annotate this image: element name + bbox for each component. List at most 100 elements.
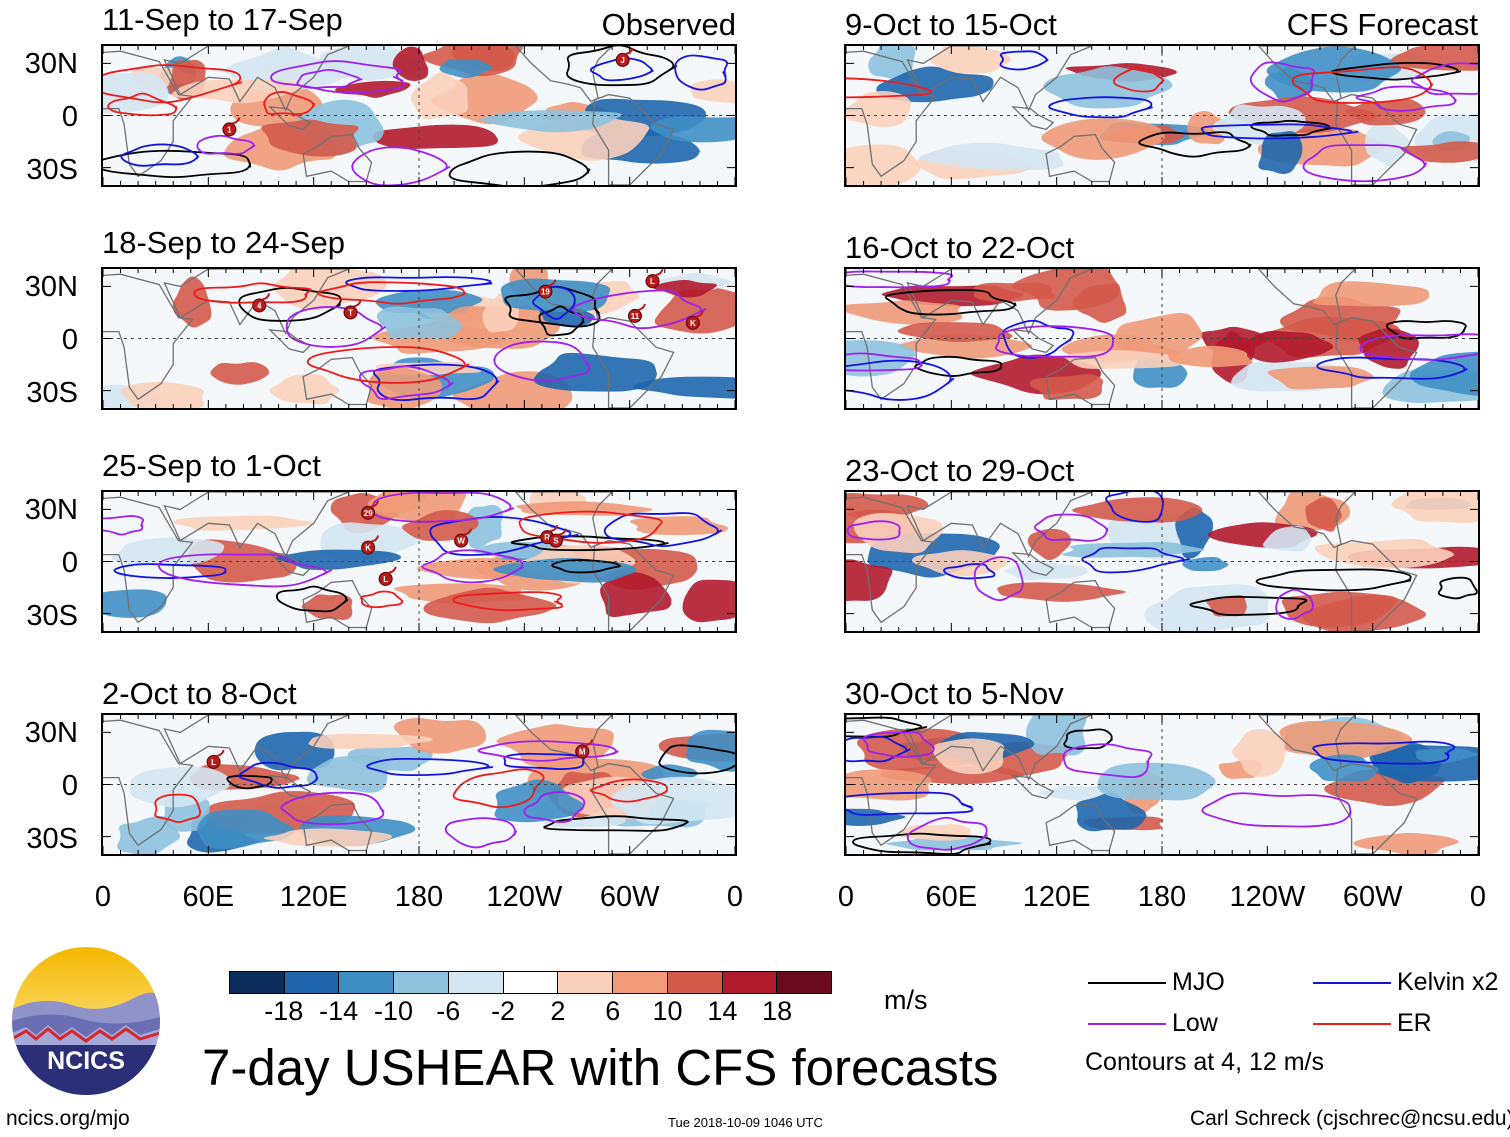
kelvin-contour [999, 50, 1049, 71]
anomaly-region [1353, 832, 1463, 854]
anomaly-region [912, 550, 1010, 577]
lon-tick-label: 180 [394, 881, 444, 913]
coastline [163, 492, 350, 558]
anomaly-region [846, 90, 911, 128]
storm-tail [370, 535, 380, 543]
forecast-label: CFS Forecast [1286, 7, 1478, 42]
low-contour [421, 549, 524, 584]
lat-tick-label: 30S [26, 154, 78, 186]
coastline [906, 269, 1093, 335]
coastline [1011, 774, 1055, 800]
author-credit: Carl Schreck (cjschrec@ncsu.edu) [1190, 1107, 1510, 1130]
legend-line-mjo [1088, 981, 1166, 984]
low-contour [1355, 85, 1458, 112]
mjo-contour [658, 744, 735, 775]
panel-title-fc2: 16-Oct to 22-Oct [845, 230, 1075, 265]
low-contour [862, 731, 936, 758]
storm-marker: 1 [222, 117, 241, 137]
low-contour [1359, 333, 1478, 361]
anomaly-region [1097, 762, 1219, 801]
anomaly-region [129, 766, 233, 808]
lat-tick-label: 30N [24, 271, 78, 303]
er-contour [154, 793, 202, 824]
storm-tail [585, 739, 594, 747]
storm-tail [637, 303, 646, 311]
source-url[interactable]: ncics.org/mjo [6, 1107, 130, 1130]
kelvin-contour [429, 516, 579, 556]
mjo-contour [914, 355, 1003, 377]
anomaly-region [686, 729, 735, 772]
anomaly-region [533, 352, 658, 392]
lon-tick-label: 0 [1469, 881, 1487, 913]
coastline [1257, 492, 1357, 549]
colorbar-swatch [667, 972, 723, 993]
anomaly-region [410, 72, 469, 120]
coastlines [846, 269, 1418, 408]
anomaly-region [689, 79, 735, 104]
anomaly-region [173, 515, 319, 531]
coastlines [103, 715, 675, 854]
legend-item-mjo: MJO [1088, 970, 1225, 995]
panel-title-fc3: 23-Oct to 29-Oct [845, 453, 1075, 488]
mjo-contour [1385, 320, 1467, 340]
mjo-contour [1138, 131, 1252, 158]
coastline [1335, 539, 1418, 631]
anomaly-region [1072, 497, 1205, 523]
storm-tail [695, 310, 704, 318]
mjo-contour [852, 832, 992, 854]
colorbar-tick-label: 14 [707, 996, 738, 1026]
coastline [846, 50, 937, 178]
anomaly-region [308, 733, 437, 749]
anomaly-region [494, 779, 589, 823]
lon-tick-label: 0 [837, 881, 855, 913]
kelvin-contour [238, 761, 319, 789]
coastlines [846, 492, 1418, 631]
kelvin-contour [1312, 740, 1456, 765]
lat-tick-label: 30N [24, 717, 78, 749]
low-contour [444, 817, 518, 849]
storm-label: W [457, 537, 465, 546]
kelvin-contour [1081, 546, 1190, 574]
lat-tick-label: 0 [61, 101, 78, 133]
colorbar-tick-label: -18 [264, 996, 304, 1026]
anomaly-region [335, 80, 411, 98]
anomaly-region [1182, 556, 1230, 572]
coastline [268, 328, 312, 354]
anomaly-region [1365, 121, 1412, 167]
anomaly-region [1062, 350, 1191, 369]
legend-label-er: ER [1397, 1009, 1432, 1037]
anomaly-region [1258, 131, 1303, 174]
coastline [1335, 316, 1418, 408]
low-contour [280, 791, 385, 826]
anomaly-region [120, 382, 205, 408]
coastline [1257, 715, 1357, 772]
er-contour [518, 510, 663, 544]
anomaly-region [515, 501, 659, 516]
storm-label: 1 [227, 125, 232, 134]
er-contour [107, 92, 178, 117]
storm-label: R [544, 533, 550, 542]
map-canvas [846, 715, 1478, 854]
low-contour [296, 68, 363, 89]
lat-tick-label: 30N [24, 494, 78, 526]
coastline [268, 105, 312, 131]
coastline [302, 802, 373, 852]
storm-marker: J [615, 47, 634, 67]
kelvin-contour [1105, 492, 1165, 523]
map-panel-fc2 [844, 267, 1480, 410]
legend-label-low: Low [1172, 1009, 1218, 1037]
anomaly-region [1312, 281, 1431, 307]
storm-symbol [343, 305, 358, 320]
shear-anomaly-shading [846, 46, 1478, 185]
coastline [1011, 105, 1055, 131]
map-canvas: 29 K W L R S [103, 492, 735, 631]
colorbar-swatch [230, 972, 285, 993]
storm-label: L [383, 575, 388, 584]
lat-tick-label: 30S [26, 377, 78, 409]
er-contour [263, 91, 316, 116]
coastline [1011, 328, 1055, 354]
low-contour [846, 270, 954, 289]
storm-symbol [361, 505, 376, 520]
coastline [302, 133, 373, 183]
